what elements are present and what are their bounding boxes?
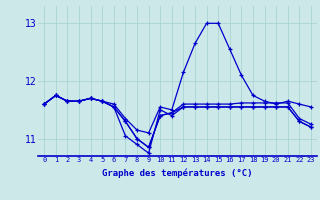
X-axis label: Graphe des températures (°C): Graphe des températures (°C) — [102, 169, 253, 178]
